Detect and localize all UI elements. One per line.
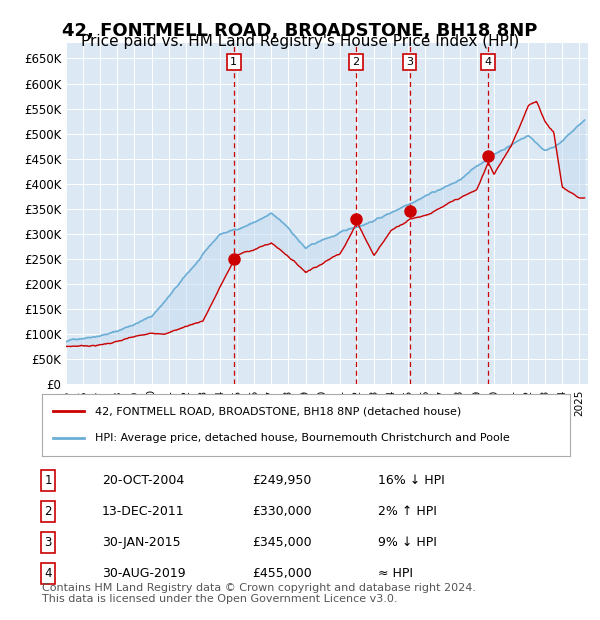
Text: 2% ↑ HPI: 2% ↑ HPI: [378, 505, 437, 518]
Text: £249,950: £249,950: [252, 474, 311, 487]
Text: 3: 3: [406, 57, 413, 67]
Text: 2: 2: [353, 57, 359, 67]
Text: 16% ↓ HPI: 16% ↓ HPI: [378, 474, 445, 487]
Text: 20-OCT-2004: 20-OCT-2004: [102, 474, 184, 487]
Text: Price paid vs. HM Land Registry's House Price Index (HPI): Price paid vs. HM Land Registry's House …: [81, 34, 519, 49]
Text: 30-JAN-2015: 30-JAN-2015: [102, 536, 181, 549]
Text: 2: 2: [44, 505, 52, 518]
Text: 42, FONTMELL ROAD, BROADSTONE, BH18 8NP (detached house): 42, FONTMELL ROAD, BROADSTONE, BH18 8NP …: [95, 406, 461, 416]
Text: 30-AUG-2019: 30-AUG-2019: [102, 567, 185, 580]
Text: 1: 1: [44, 474, 52, 487]
Text: £345,000: £345,000: [252, 536, 311, 549]
Text: HPI: Average price, detached house, Bournemouth Christchurch and Poole: HPI: Average price, detached house, Bour…: [95, 433, 509, 443]
Text: 9% ↓ HPI: 9% ↓ HPI: [378, 536, 437, 549]
Text: Contains HM Land Registry data © Crown copyright and database right 2024.
This d: Contains HM Land Registry data © Crown c…: [42, 583, 476, 604]
Text: ≈ HPI: ≈ HPI: [378, 567, 413, 580]
Text: 3: 3: [44, 536, 52, 549]
Text: 13-DEC-2011: 13-DEC-2011: [102, 505, 185, 518]
Text: 4: 4: [485, 57, 492, 67]
Text: £455,000: £455,000: [252, 567, 312, 580]
Text: 1: 1: [230, 57, 237, 67]
Text: 42, FONTMELL ROAD, BROADSTONE, BH18 8NP: 42, FONTMELL ROAD, BROADSTONE, BH18 8NP: [62, 22, 538, 40]
Text: £330,000: £330,000: [252, 505, 311, 518]
Text: 4: 4: [44, 567, 52, 580]
